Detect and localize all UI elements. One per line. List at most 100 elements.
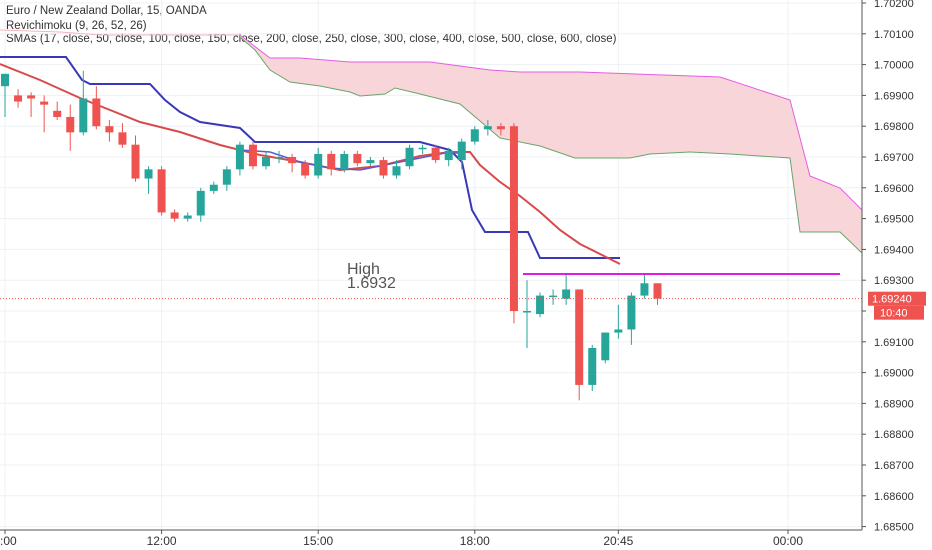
candle-37 [483,120,492,136]
candle-body [653,283,662,299]
candle-5 [66,104,75,151]
candle-42 [549,289,558,305]
candle-body [196,190,205,216]
y-tick-label: 1.68700 [874,460,914,472]
candle-body [392,166,401,176]
candle-body [1,73,9,87]
candle-body [92,98,101,127]
candle-45 [588,344,597,392]
symbol-legend[interactable]: Euro / New Zealand Dollar, 15, OANDA [6,5,207,17]
candle-body [105,126,114,133]
candle-48 [627,292,636,345]
candle-29 [379,157,388,179]
x-tick-label: 18:00 [460,534,490,548]
candle-16 [209,181,218,194]
candle-20 [262,150,270,170]
countdown-box [874,305,924,320]
candle-39 [509,123,518,324]
candle-body [66,116,75,133]
candle-body [275,157,284,159]
x-tick-label: 00:00 [773,534,803,548]
current-price-tag: 1.69240 10:40 [868,291,926,320]
candle-36 [470,126,479,145]
candle-body [301,163,310,176]
candle-body [457,141,466,161]
candle-7 [92,86,101,130]
y-tick-label: 1.69000 [874,368,914,380]
candle-32 [418,144,427,154]
candle-44 [575,289,584,401]
candle-8 [105,120,114,142]
candle-body [627,295,636,330]
y-tick-label: 1.70200 [874,0,914,10]
candle-body [314,153,323,176]
y-tick-label: 1.69900 [874,90,914,102]
candle-body [222,169,231,185]
candle-14 [183,212,192,222]
candle-body [288,157,297,164]
candle-body [144,169,153,179]
candle-1 [14,89,23,108]
candle-49 [640,274,649,299]
candle-38 [496,123,505,136]
candle-27 [353,150,362,167]
candle-body [536,295,545,315]
candle-body [405,147,414,167]
candle-0 [1,73,9,117]
y-tick-label: 1.69400 [874,244,914,256]
candle-body [118,132,127,145]
candle-31 [405,144,414,170]
y-tick-label: 1.70100 [874,29,914,41]
price-tag-box [868,291,926,306]
candle-19 [248,141,257,170]
candle-body [183,215,192,219]
cloud-edge-lower-left [239,36,691,159]
y-tick-label: 1.69800 [874,121,914,133]
candle-3 [40,95,49,133]
candle-body [79,98,88,133]
candle-body [235,144,244,170]
candle-body [170,212,179,219]
candle-body [470,129,479,142]
candle-34 [444,147,453,167]
candle-body [248,144,257,167]
ichimoku-legend[interactable]: Revichimoku (9, 26, 52, 26) [6,20,147,32]
candle-body [601,332,610,361]
x-tick-label: 15:00 [303,534,333,548]
candle-body [340,153,349,170]
y-tick-label: 1.69300 [874,275,914,287]
candle-9 [118,123,127,148]
y-tick-label: 1.70000 [874,60,914,72]
candle-body [640,283,649,296]
candle-22 [288,153,297,173]
candle-body [209,184,218,191]
candle-body [444,150,453,161]
candle-body [327,153,336,170]
candle-6 [79,70,88,136]
candle-40 [523,280,531,348]
candle-10 [131,135,140,182]
candle-body [483,126,492,130]
candle-body [496,126,505,130]
x-tick-label: 9:00 [0,534,17,548]
candle-47 [614,304,623,339]
candle-body [27,95,36,99]
y-tick-label: 1.68800 [874,429,914,441]
y-tick-label: 1.69500 [874,214,914,226]
candle-4 [53,101,62,121]
candle-2 [27,92,36,117]
candle-21 [275,150,284,164]
candle-50 [653,283,662,305]
sma-legend[interactable]: SMAs (17, close, 50, close, 100, close, … [6,33,617,45]
candle-body [131,144,140,179]
candle-body [366,160,375,164]
candle-13 [170,209,179,222]
x-tick-label: 20:45 [603,534,633,548]
senkou-line-faint [0,29,240,36]
candle-body [379,160,388,176]
candle-body [523,311,531,313]
candle-24 [314,147,323,179]
candle-body [509,126,518,311]
cloud-edge-lower-right [689,151,863,254]
